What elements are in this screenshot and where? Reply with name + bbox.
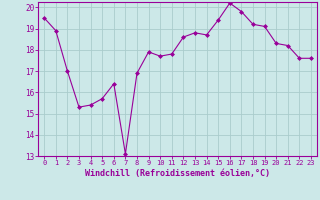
X-axis label: Windchill (Refroidissement éolien,°C): Windchill (Refroidissement éolien,°C) bbox=[85, 169, 270, 178]
